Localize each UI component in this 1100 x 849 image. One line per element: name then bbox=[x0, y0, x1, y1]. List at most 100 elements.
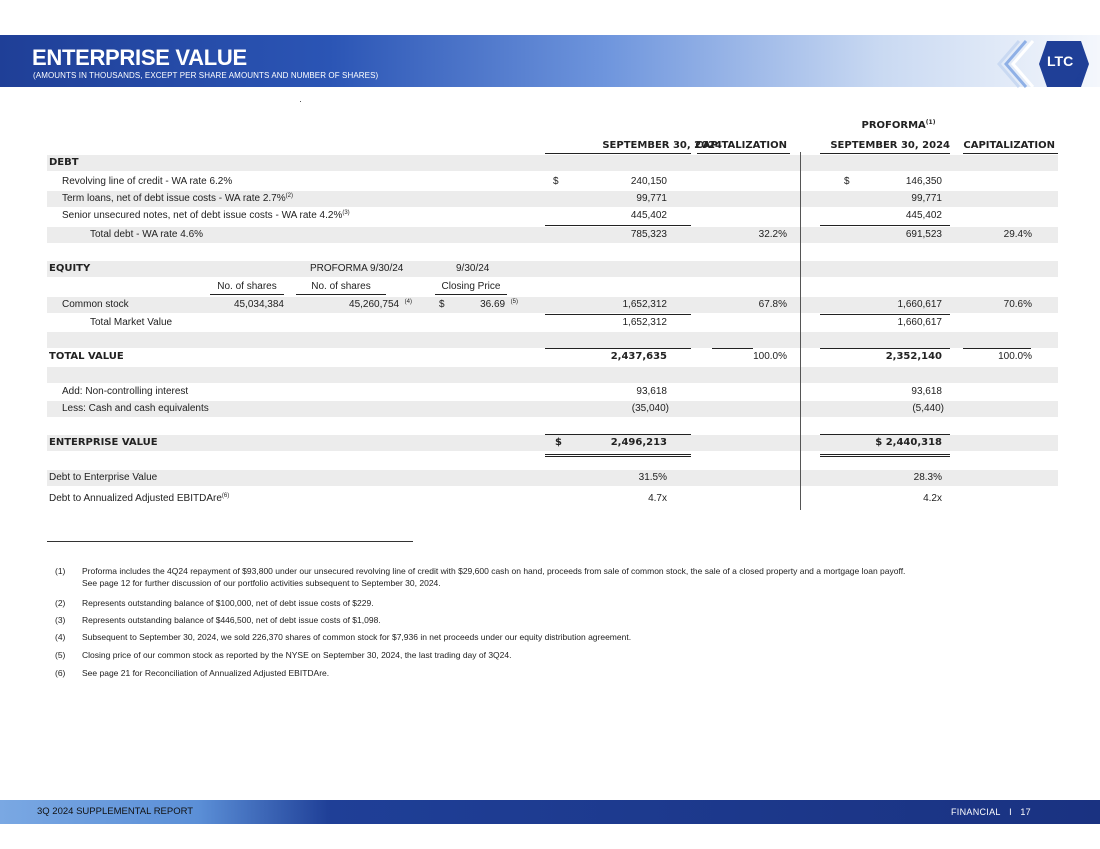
currency-sign: $ bbox=[553, 176, 559, 187]
spacer-row bbox=[47, 332, 1058, 348]
cap-proforma: 29.4% bbox=[1003, 229, 1032, 240]
value-proforma: 1,660,617 bbox=[897, 299, 943, 310]
cap-current: 67.8% bbox=[758, 299, 787, 310]
ltc-logo bbox=[997, 40, 1089, 88]
value-current: 2,437,635 bbox=[610, 351, 667, 362]
debt-row-term-loans: Term loans, net of debt issue costs - WA… bbox=[47, 191, 1058, 207]
total-value-rule-4 bbox=[963, 348, 1031, 349]
proforma-header-row: PROFORMA(1) bbox=[47, 118, 1058, 134]
value-proforma: 445,402 bbox=[905, 210, 942, 221]
ev-rule-2 bbox=[820, 434, 950, 435]
row-label: Revolving line of credit - WA rate 6.2% bbox=[62, 176, 233, 187]
col-underline-2 bbox=[697, 153, 790, 154]
value-proforma: $ 2,440,318 bbox=[875, 437, 942, 448]
col-date-current: SEPTEMBER 30, 2024 bbox=[602, 140, 722, 151]
row-label: Senior unsecured notes, net of debt issu… bbox=[62, 210, 350, 221]
value-current: 2,496,213 bbox=[610, 437, 667, 448]
currency-sign: $ bbox=[844, 176, 850, 187]
equity-proforma-header: PROFORMA 9/30/24 bbox=[310, 263, 404, 274]
adjustment-row-cash: Less: Cash and cash equivalents (35,040)… bbox=[47, 401, 1058, 417]
tmv-rule-1 bbox=[545, 314, 691, 315]
debt-heading: DEBT bbox=[49, 157, 79, 168]
value-proforma: 691,523 bbox=[905, 229, 942, 240]
value-proforma: 93,618 bbox=[911, 386, 942, 397]
equity-date-header: 9/30/24 bbox=[456, 263, 490, 274]
common-stock-row: Common stock 45,034,384 45,260,754 (4) $… bbox=[47, 297, 1058, 313]
footer-band bbox=[0, 800, 1100, 824]
value-proforma: 28.3% bbox=[913, 472, 942, 483]
column-header-row: SEPTEMBER 30, 2024 CAPITALIZATION SEPTEM… bbox=[47, 138, 1058, 154]
closing-price: 36.69 (5) bbox=[480, 299, 518, 310]
col-no-shares-1: No. of shares bbox=[210, 279, 284, 295]
row-label: Add: Non-controlling interest bbox=[62, 386, 189, 397]
row-label: Total Market Value bbox=[90, 317, 173, 328]
footer-section: FINANCIAL I 17 bbox=[951, 807, 1031, 817]
total-debt-rule-2 bbox=[820, 225, 950, 226]
col-no-shares-2: No. of shares bbox=[296, 279, 386, 295]
debt-row-revolver: Revolving line of credit - WA rate 6.2% … bbox=[47, 174, 1058, 190]
value-proforma: 146,350 bbox=[905, 176, 942, 187]
shares-proforma: 45,260,754 (4) bbox=[349, 299, 412, 310]
row-label: Term loans, net of debt issue costs - WA… bbox=[62, 193, 293, 204]
total-value-row: TOTAL VALUE 2,437,635 100.0% 2,352,140 1… bbox=[47, 349, 1058, 365]
equity-subheader-row: No. of shares No. of shares Closing Pric… bbox=[47, 279, 1058, 295]
footer-report-title: 3Q 2024 SUPPLEMENTAL REPORT bbox=[37, 806, 194, 817]
footnote-rule bbox=[47, 541, 413, 542]
ev-dul-2 bbox=[820, 451, 950, 457]
proforma-divider bbox=[800, 152, 801, 510]
total-value-label: TOTAL VALUE bbox=[49, 351, 124, 362]
total-value-rule-2 bbox=[712, 348, 753, 349]
row-label: Debt to Annualized Adjusted EBITDAre(6) bbox=[49, 493, 230, 504]
cap-current: 32.2% bbox=[758, 229, 787, 240]
cap-current: 100.0% bbox=[753, 351, 787, 362]
row-label: Less: Cash and cash equivalents bbox=[62, 403, 209, 414]
equity-heading-row: EQUITY PROFORMA 9/30/24 9/30/24 bbox=[47, 261, 1058, 277]
value-current: 4.7x bbox=[648, 493, 667, 504]
logo-text: LTC bbox=[1047, 53, 1074, 69]
proforma-heading: PROFORMA(1) bbox=[861, 119, 936, 131]
page-title: ENTERPRISE VALUE bbox=[32, 45, 247, 70]
debt-heading-row: DEBT bbox=[47, 155, 1058, 171]
shares-current: 45,034,384 bbox=[233, 299, 284, 310]
page-subtitle: (AMOUNTS IN THOUSANDS, EXCEPT PER SHARE … bbox=[33, 71, 379, 80]
value-current: (35,040) bbox=[631, 403, 669, 414]
value-current: 445,402 bbox=[630, 210, 667, 221]
value-proforma: 2,352,140 bbox=[885, 351, 942, 362]
col-cap-proforma: CAPITALIZATION bbox=[963, 140, 1055, 151]
debt-row-senior-notes: Senior unsecured notes, net of debt issu… bbox=[47, 208, 1058, 224]
value-current: 1,652,312 bbox=[622, 299, 668, 310]
value-current: 31.5% bbox=[638, 472, 667, 483]
ratio-row-debt-ebitda: Debt to Annualized Adjusted EBITDAre(6) … bbox=[47, 491, 1058, 507]
total-value-rule-3 bbox=[820, 348, 950, 349]
equity-heading: EQUITY bbox=[49, 263, 91, 274]
col-cap-current: CAPITALIZATION bbox=[695, 140, 787, 151]
ev-dul-1 bbox=[545, 451, 691, 457]
ratio-row-debt-ev: Debt to Enterprise Value 31.5% 28.3% bbox=[47, 470, 1058, 486]
value-current: 240,150 bbox=[630, 176, 667, 187]
header-band bbox=[0, 35, 1100, 87]
value-proforma: 4.2x bbox=[923, 493, 942, 504]
row-label: Debt to Enterprise Value bbox=[49, 472, 158, 483]
total-market-value-row: Total Market Value 1,652,312 1,660,617 bbox=[47, 315, 1058, 331]
value-current: 1,652,312 bbox=[622, 317, 668, 328]
total-debt-rule-1 bbox=[545, 225, 691, 226]
page-number: 17 bbox=[1020, 807, 1031, 817]
total-debt-row: Total debt - WA rate 4.6% 785,323 32.2% … bbox=[47, 227, 1058, 243]
col-underline-1 bbox=[545, 153, 691, 154]
value-proforma: (5,440) bbox=[912, 403, 944, 414]
ev-rule-1 bbox=[545, 434, 691, 435]
cap-proforma: 70.6% bbox=[1003, 299, 1032, 310]
col-underline-3 bbox=[820, 153, 950, 154]
enterprise-value-label: ENTERPRISE VALUE bbox=[49, 437, 158, 448]
col-date-proforma: SEPTEMBER 30, 2024 bbox=[830, 140, 950, 151]
stray-dot bbox=[300, 101, 301, 102]
cap-proforma: 100.0% bbox=[998, 351, 1032, 362]
enterprise-value-row: ENTERPRISE VALUE $ 2,496,213 $ 2,440,318 bbox=[47, 435, 1058, 451]
row-label: Common stock bbox=[62, 299, 129, 310]
row-label: Total debt - WA rate 4.6% bbox=[90, 229, 204, 240]
col-underline-4 bbox=[963, 153, 1058, 154]
total-value-rule-1 bbox=[545, 348, 691, 349]
adjustment-row-nci: Add: Non-controlling interest 93,618 93,… bbox=[47, 384, 1058, 400]
value-proforma: 99,771 bbox=[911, 193, 942, 204]
currency-sign: $ bbox=[555, 437, 562, 448]
